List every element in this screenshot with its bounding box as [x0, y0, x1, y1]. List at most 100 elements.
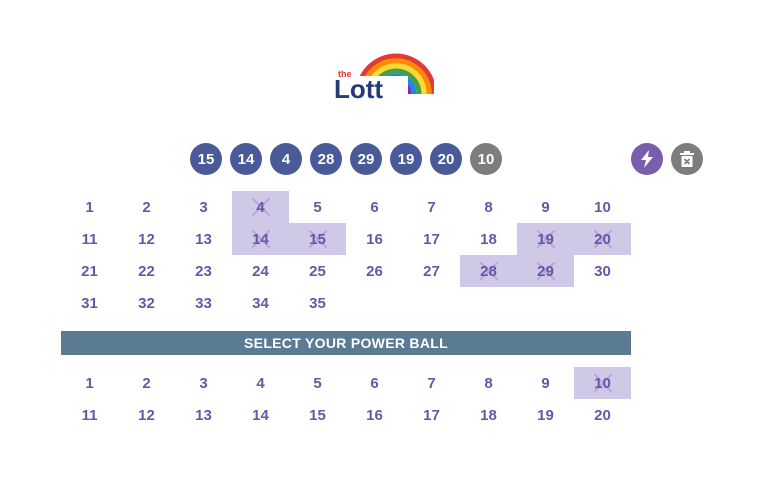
number-cell[interactable]: 15: [289, 223, 346, 255]
number-cell[interactable]: 1: [61, 191, 118, 223]
power-ball-cell[interactable]: 17: [403, 399, 460, 431]
cell-number: 28: [480, 262, 497, 280]
number-cell[interactable]: 14: [232, 223, 289, 255]
power-ball-cell[interactable]: 19: [517, 399, 574, 431]
power-ball-cell[interactable]: 2: [118, 367, 175, 399]
selected-ball: 29: [350, 143, 382, 175]
number-cell[interactable]: 28: [460, 255, 517, 287]
cell-number: 29: [537, 262, 554, 280]
selected-ball: 28: [310, 143, 342, 175]
cell-number: 8: [484, 198, 493, 216]
power-ball-cell[interactable]: 8: [460, 367, 517, 399]
power-ball-cell[interactable]: 18: [460, 399, 517, 431]
cell-number: 16: [366, 406, 383, 424]
number-cell[interactable]: 18: [460, 223, 517, 255]
number-cell[interactable]: 31: [61, 287, 118, 319]
number-cell[interactable]: 13: [175, 223, 232, 255]
cell-number: 12: [138, 406, 155, 424]
clear-button[interactable]: [671, 143, 703, 175]
number-cell[interactable]: 35: [289, 287, 346, 319]
cell-number: 2: [142, 198, 151, 216]
power-ball-cell[interactable]: 13: [175, 399, 232, 431]
number-cell[interactable]: 34: [232, 287, 289, 319]
number-cell[interactable]: 7: [403, 191, 460, 223]
number-cell[interactable]: 6: [346, 191, 403, 223]
cell-number: 7: [427, 374, 436, 392]
cell-number: 20: [594, 406, 611, 424]
number-cell[interactable]: 2: [118, 191, 175, 223]
power-ball-cell[interactable]: 3: [175, 367, 232, 399]
the-lott-logo: the Lott: [330, 50, 437, 104]
number-cell[interactable]: 32: [118, 287, 175, 319]
number-cell[interactable]: 17: [403, 223, 460, 255]
number-cell[interactable]: 24: [232, 255, 289, 287]
power-ball-cell[interactable]: 7: [403, 367, 460, 399]
selected-ball: 14: [230, 143, 262, 175]
cell-number: 9: [541, 374, 550, 392]
number-cell[interactable]: 30: [574, 255, 631, 287]
trash-icon: [680, 151, 694, 167]
power-ball-cell[interactable]: 14: [232, 399, 289, 431]
cell-number: 16: [366, 230, 383, 248]
cell-number: 17: [423, 230, 440, 248]
power-ball-cell[interactable]: 20: [574, 399, 631, 431]
cell-number: 30: [594, 262, 611, 280]
power-ball-cell[interactable]: 15: [289, 399, 346, 431]
power-ball-cell[interactable]: 5: [289, 367, 346, 399]
number-cell[interactable]: 22: [118, 255, 175, 287]
number-cell[interactable]: 23: [175, 255, 232, 287]
cell-number: 17: [423, 406, 440, 424]
number-cell[interactable]: 26: [346, 255, 403, 287]
power-ball-cell[interactable]: 16: [346, 399, 403, 431]
selected-ball: 20: [430, 143, 462, 175]
number-cell[interactable]: 8: [460, 191, 517, 223]
number-cell[interactable]: 11: [61, 223, 118, 255]
number-cell[interactable]: 33: [175, 287, 232, 319]
number-cell[interactable]: 25: [289, 255, 346, 287]
cell-number: 25: [309, 262, 326, 280]
number-cell[interactable]: 27: [403, 255, 460, 287]
number-cell[interactable]: 9: [517, 191, 574, 223]
power-ball-cell[interactable]: 9: [517, 367, 574, 399]
cell-number: 26: [366, 262, 383, 280]
number-cell[interactable]: 5: [289, 191, 346, 223]
selected-ball: 15: [190, 143, 222, 175]
number-cell[interactable]: 21: [61, 255, 118, 287]
logo-prefix: the: [338, 69, 352, 79]
cell-number: 6: [370, 374, 379, 392]
number-cell[interactable]: 19: [517, 223, 574, 255]
power-ball-cell[interactable]: 1: [61, 367, 118, 399]
number-cell[interactable]: 16: [346, 223, 403, 255]
power-ball-cell[interactable]: 11: [61, 399, 118, 431]
power-ball-cell[interactable]: 6: [346, 367, 403, 399]
cell-number: 1: [85, 374, 94, 392]
cell-number: 34: [252, 294, 269, 312]
cell-number: 32: [138, 294, 155, 312]
quick-pick-button[interactable]: [631, 143, 663, 175]
cell-number: 8: [484, 374, 493, 392]
number-cell[interactable]: 12: [118, 223, 175, 255]
cell-number: 11: [81, 406, 98, 424]
cell-number: 22: [138, 262, 155, 280]
cell-number: 18: [480, 406, 497, 424]
cell-number: 11: [81, 230, 98, 248]
cell-number: 3: [199, 374, 208, 392]
power-ball-cell[interactable]: 10: [574, 367, 631, 399]
cell-number: 19: [537, 406, 554, 424]
power-ball-cell[interactable]: 4: [232, 367, 289, 399]
cell-number: 6: [370, 198, 379, 216]
number-cell[interactable]: 20: [574, 223, 631, 255]
number-cell[interactable]: 3: [175, 191, 232, 223]
cell-number: 21: [81, 262, 98, 280]
selected-ball: 4: [270, 143, 302, 175]
number-cell[interactable]: 10: [574, 191, 631, 223]
number-cell[interactable]: 4: [232, 191, 289, 223]
cell-number: 10: [594, 374, 611, 392]
power-ball-cell[interactable]: 12: [118, 399, 175, 431]
cell-number: 14: [252, 230, 269, 248]
number-cell[interactable]: 29: [517, 255, 574, 287]
cell-number: 10: [594, 198, 611, 216]
selected-power-ball: 10: [470, 143, 502, 175]
cell-number: 13: [195, 230, 212, 248]
cell-number: 23: [195, 262, 212, 280]
